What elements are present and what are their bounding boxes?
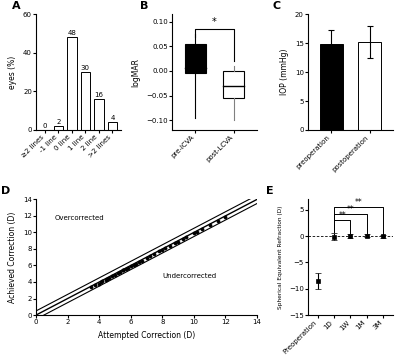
Point (115, 270, 122, 276)
Point (222, 214, 229, 219)
Text: A: A (12, 0, 21, 10)
Point (136, 259, 142, 265)
Text: 30: 30 (81, 65, 90, 71)
Point (96, 281, 102, 286)
Point (180, 236, 186, 242)
Point (191, 231, 197, 236)
Point (159, 247, 166, 253)
Point (119, 267, 126, 273)
Point (88, 284, 95, 290)
Point (156, 248, 162, 254)
Text: 16: 16 (94, 92, 103, 98)
Point (112, 272, 118, 277)
Text: E: E (265, 185, 273, 195)
Point (143, 255, 150, 261)
Bar (184, 44, 206, 73)
Point (123, 266, 129, 272)
Text: Overcorrected: Overcorrected (55, 215, 105, 221)
Point (167, 243, 174, 248)
Bar (358, 42, 381, 130)
Point (162, 245, 169, 251)
Text: **: ** (338, 211, 346, 220)
Text: 48: 48 (67, 30, 76, 37)
Bar (53, 126, 63, 130)
Point (139, 258, 145, 263)
Y-axis label: Achieved Correction (D): Achieved Correction (D) (8, 212, 17, 303)
Point (151, 251, 158, 257)
Point (183, 234, 189, 240)
Point (175, 239, 181, 245)
Point (109, 274, 115, 279)
Point (172, 240, 178, 246)
Bar (81, 72, 90, 130)
Bar (108, 122, 117, 130)
Bar (320, 44, 343, 130)
Point (198, 226, 205, 232)
Bar (94, 99, 103, 130)
Text: C: C (272, 0, 280, 10)
Bar (223, 71, 245, 98)
Point (132, 261, 139, 267)
Text: **: ** (355, 198, 363, 207)
Point (102, 277, 109, 282)
Text: 2: 2 (56, 119, 61, 125)
Point (92, 282, 99, 288)
Text: *: * (212, 17, 217, 27)
Y-axis label: eyes (%): eyes (%) (8, 55, 17, 89)
Point (194, 229, 200, 234)
Text: **: ** (346, 204, 354, 214)
Point (215, 218, 221, 224)
Text: D: D (1, 185, 10, 195)
Bar (67, 38, 77, 130)
Y-axis label: Spherical Equivalent Refraction (D): Spherical Equivalent Refraction (D) (278, 205, 284, 309)
Point (128, 263, 134, 269)
Y-axis label: IOP (mmHg): IOP (mmHg) (280, 49, 289, 95)
Point (117, 269, 123, 275)
Point (146, 253, 153, 259)
Point (119, 267, 126, 272)
Point (99, 278, 105, 284)
Text: 4: 4 (110, 115, 115, 121)
Text: 0: 0 (43, 123, 47, 129)
Point (97, 279, 104, 285)
Point (104, 276, 110, 281)
Point (124, 265, 131, 270)
Y-axis label: logMAR: logMAR (132, 58, 141, 87)
X-axis label: Attempted Correction (D): Attempted Correction (D) (98, 331, 195, 340)
Text: B: B (140, 0, 148, 10)
Point (131, 262, 137, 267)
Text: Undercorrected: Undercorrected (162, 273, 217, 279)
Point (207, 222, 213, 228)
Point (105, 275, 112, 281)
